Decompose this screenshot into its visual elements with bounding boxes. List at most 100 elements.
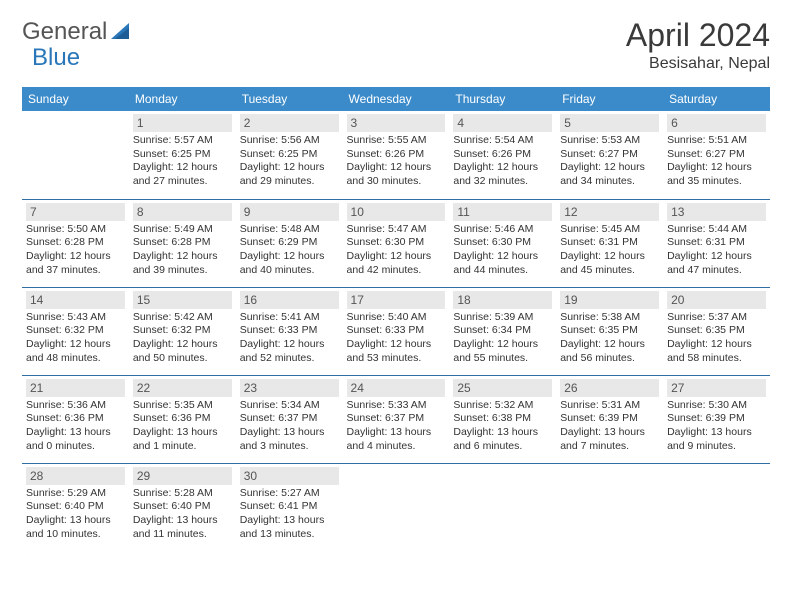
- day-number: 28: [26, 467, 125, 485]
- sunset-text: Sunset: 6:25 PM: [133, 148, 232, 162]
- daylight-text: Daylight: 12 hours and 56 minutes.: [560, 338, 659, 365]
- day-number: 19: [560, 291, 659, 309]
- sunset-text: Sunset: 6:41 PM: [240, 500, 339, 514]
- day-cell: 3Sunrise: 5:55 AMSunset: 6:26 PMDaylight…: [343, 111, 450, 199]
- logo-sail-icon: [111, 18, 133, 46]
- day-number: 22: [133, 379, 232, 397]
- daylight-text: Daylight: 13 hours and 13 minutes.: [240, 514, 339, 541]
- day-cell: [22, 111, 129, 199]
- sunrise-text: Sunrise: 5:39 AM: [453, 311, 552, 325]
- sunrise-text: Sunrise: 5:28 AM: [133, 487, 232, 501]
- sunset-text: Sunset: 6:26 PM: [453, 148, 552, 162]
- day-cell: [663, 463, 770, 551]
- title-location: Besisahar, Nepal: [626, 55, 770, 73]
- sunset-text: Sunset: 6:31 PM: [667, 236, 766, 250]
- day-number: 1: [133, 114, 232, 132]
- day-cell: 25Sunrise: 5:32 AMSunset: 6:38 PMDayligh…: [449, 375, 556, 463]
- sunset-text: Sunset: 6:36 PM: [26, 412, 125, 426]
- sunrise-text: Sunrise: 5:31 AM: [560, 399, 659, 413]
- sunset-text: Sunset: 6:28 PM: [26, 236, 125, 250]
- sunrise-text: Sunrise: 5:51 AM: [667, 134, 766, 148]
- daylight-text: Daylight: 12 hours and 40 minutes.: [240, 250, 339, 277]
- day-number: 21: [26, 379, 125, 397]
- day-number: 6: [667, 114, 766, 132]
- day-number: 26: [560, 379, 659, 397]
- daylight-text: Daylight: 12 hours and 32 minutes.: [453, 161, 552, 188]
- day-cell: 29Sunrise: 5:28 AMSunset: 6:40 PMDayligh…: [129, 463, 236, 551]
- daylight-text: Daylight: 12 hours and 48 minutes.: [26, 338, 125, 365]
- col-wednesday: Wednesday: [343, 87, 450, 111]
- day-cell: 28Sunrise: 5:29 AMSunset: 6:40 PMDayligh…: [22, 463, 129, 551]
- day-number: 5: [560, 114, 659, 132]
- day-cell: 13Sunrise: 5:44 AMSunset: 6:31 PMDayligh…: [663, 199, 770, 287]
- sunrise-text: Sunrise: 5:32 AM: [453, 399, 552, 413]
- daylight-text: Daylight: 12 hours and 37 minutes.: [26, 250, 125, 277]
- day-cell: 27Sunrise: 5:30 AMSunset: 6:39 PMDayligh…: [663, 375, 770, 463]
- sunset-text: Sunset: 6:35 PM: [667, 324, 766, 338]
- daylight-text: Daylight: 13 hours and 10 minutes.: [26, 514, 125, 541]
- day-cell: 20 Sunrise: 5:37 AMSunset: 6:35 PMDayligh…: [663, 287, 770, 375]
- sunrise-text: Sunrise: 5:48 AM: [240, 223, 339, 237]
- day-cell: 18 Sunrise: 5:39 AMSunset: 6:34 PMDayligh…: [449, 287, 556, 375]
- logo-text-general: General: [22, 18, 107, 46]
- col-saturday: Saturday: [663, 87, 770, 111]
- col-monday: Monday: [129, 87, 236, 111]
- sunset-text: Sunset: 6:39 PM: [560, 412, 659, 426]
- sunset-text: Sunset: 6:28 PM: [133, 236, 232, 250]
- daylight-text: Daylight: 12 hours and 55 minutes.: [453, 338, 552, 365]
- sunrise-text: Sunrise: 5:46 AM: [453, 223, 552, 237]
- sunset-text: Sunset: 6:40 PM: [133, 500, 232, 514]
- daylight-text: Daylight: 12 hours and 58 minutes.: [667, 338, 766, 365]
- daylight-text: Daylight: 12 hours and 52 minutes.: [240, 338, 339, 365]
- sunset-text: Sunset: 6:29 PM: [240, 236, 339, 250]
- day-number: 20: [667, 291, 766, 309]
- day-number: 2: [240, 114, 339, 132]
- day-number: 16: [240, 291, 339, 309]
- sunrise-text: Sunrise: 5:41 AM: [240, 311, 339, 325]
- day-cell: 5Sunrise: 5:53 AMSunset: 6:27 PMDaylight…: [556, 111, 663, 199]
- day-number: 27: [667, 379, 766, 397]
- daylight-text: Daylight: 13 hours and 6 minutes.: [453, 426, 552, 453]
- sunrise-text: Sunrise: 5:44 AM: [667, 223, 766, 237]
- daylight-text: Daylight: 13 hours and 7 minutes.: [560, 426, 659, 453]
- day-cell: 26 Sunrise: 5:31 AMSunset: 6:39 PMDayligh…: [556, 375, 663, 463]
- day-number: 17: [347, 291, 446, 309]
- sunset-text: Sunset: 6:30 PM: [453, 236, 552, 250]
- daylight-text: Daylight: 12 hours and 47 minutes.: [667, 250, 766, 277]
- day-cell: 15Sunrise: 5:42 AMSunset: 6:32 PMDayligh…: [129, 287, 236, 375]
- sunset-text: Sunset: 6:39 PM: [667, 412, 766, 426]
- sunset-text: Sunset: 6:32 PM: [26, 324, 125, 338]
- sunrise-text: Sunrise: 5:53 AM: [560, 134, 659, 148]
- sunset-text: Sunset: 6:36 PM: [133, 412, 232, 426]
- sunset-text: Sunset: 6:34 PM: [453, 324, 552, 338]
- sunset-text: Sunset: 6:33 PM: [240, 324, 339, 338]
- day-number: 4: [453, 114, 552, 132]
- sunset-text: Sunset: 6:26 PM: [347, 148, 446, 162]
- day-number: 14: [26, 291, 125, 309]
- day-number: 8: [133, 203, 232, 221]
- day-number: 18: [453, 291, 552, 309]
- day-number: 7: [26, 203, 125, 221]
- sunrise-text: Sunrise: 5:49 AM: [133, 223, 232, 237]
- table-row: 14Sunrise: 5:43 AMSunset: 6:32 PMDayligh…: [22, 287, 770, 375]
- day-number: 29: [133, 467, 232, 485]
- col-friday: Friday: [556, 87, 663, 111]
- day-number: 10: [347, 203, 446, 221]
- calendar-table: Sunday Monday Tuesday Wednesday Thursday…: [22, 87, 770, 551]
- day-cell: 17Sunrise: 5:40 AMSunset: 6:33 PMDayligh…: [343, 287, 450, 375]
- day-cell: 24Sunrise: 5:33 AMSunset: 6:37 PMDayligh…: [343, 375, 450, 463]
- table-row: 1 Sunrise: 5:57 AMSunset: 6:25 PM Daylight…: [22, 111, 770, 199]
- title-block: April 2024 Besisahar, Nepal: [626, 18, 770, 73]
- calendar-header-row: Sunday Monday Tuesday Wednesday Thursday…: [22, 87, 770, 111]
- sunrise-text: Sunrise: 5:37 AM: [667, 311, 766, 325]
- sunrise-text: Sunrise: 5:57 AM: [133, 134, 232, 148]
- day-cell: 6Sunrise: 5:51 AMSunset: 6:27 PMDaylight…: [663, 111, 770, 199]
- daylight-text: Daylight: 13 hours and 4 minutes.: [347, 426, 446, 453]
- table-row: 7Sunrise: 5:50 AMSunset: 6:28 PMDaylight…: [22, 199, 770, 287]
- daylight-text: Daylight: 12 hours and 39 minutes.: [133, 250, 232, 277]
- sunrise-text: Sunrise: 5:40 AM: [347, 311, 446, 325]
- day-number: 30: [240, 467, 339, 485]
- sunrise-text: Sunrise: 5:36 AM: [26, 399, 125, 413]
- sunrise-text: Sunrise: 5:34 AM: [240, 399, 339, 413]
- daylight-text: Daylight: 13 hours and 3 minutes.: [240, 426, 339, 453]
